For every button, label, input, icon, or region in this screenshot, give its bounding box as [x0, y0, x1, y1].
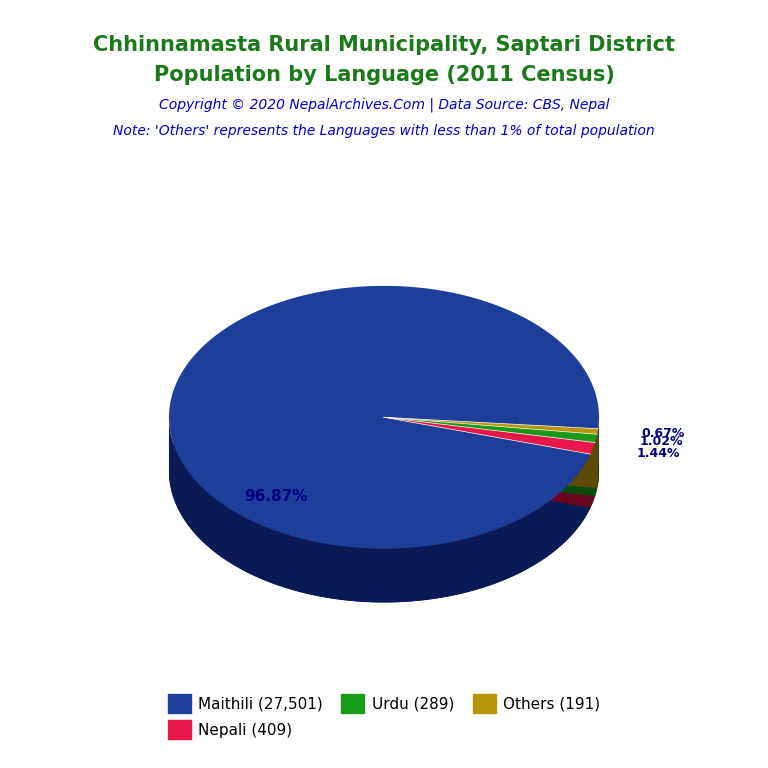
Polygon shape: [598, 418, 599, 482]
Polygon shape: [384, 417, 598, 482]
Legend: Maithili (27,501), Nepali (409), Urdu (289), Others (191): Maithili (27,501), Nepali (409), Urdu (2…: [161, 688, 607, 745]
Text: 1.02%: 1.02%: [640, 435, 684, 448]
Text: Population by Language (2011 Census): Population by Language (2011 Census): [154, 65, 614, 85]
Polygon shape: [384, 417, 591, 508]
Polygon shape: [384, 417, 595, 496]
Polygon shape: [591, 442, 595, 508]
Text: Copyright © 2020 NepalArchives.Com | Data Source: CBS, Nepal: Copyright © 2020 NepalArchives.Com | Dat…: [159, 98, 609, 112]
Polygon shape: [384, 417, 598, 442]
Polygon shape: [384, 417, 591, 508]
Polygon shape: [384, 471, 598, 488]
Polygon shape: [384, 417, 595, 454]
Polygon shape: [384, 471, 598, 496]
Text: Note: 'Others' represents the Languages with less than 1% of total population: Note: 'Others' represents the Languages …: [113, 124, 655, 138]
Polygon shape: [384, 417, 598, 488]
Text: Chhinnamasta Rural Municipality, Saptari District: Chhinnamasta Rural Municipality, Saptari…: [93, 35, 675, 55]
Text: 0.67%: 0.67%: [642, 427, 685, 440]
Polygon shape: [169, 418, 591, 602]
Polygon shape: [384, 417, 598, 482]
Polygon shape: [384, 417, 598, 488]
Polygon shape: [384, 417, 598, 434]
Polygon shape: [595, 434, 598, 496]
Text: 96.87%: 96.87%: [245, 488, 308, 504]
Polygon shape: [384, 471, 595, 508]
Polygon shape: [384, 417, 595, 496]
Text: 1.44%: 1.44%: [636, 446, 680, 459]
Polygon shape: [169, 286, 599, 548]
Polygon shape: [169, 339, 599, 602]
